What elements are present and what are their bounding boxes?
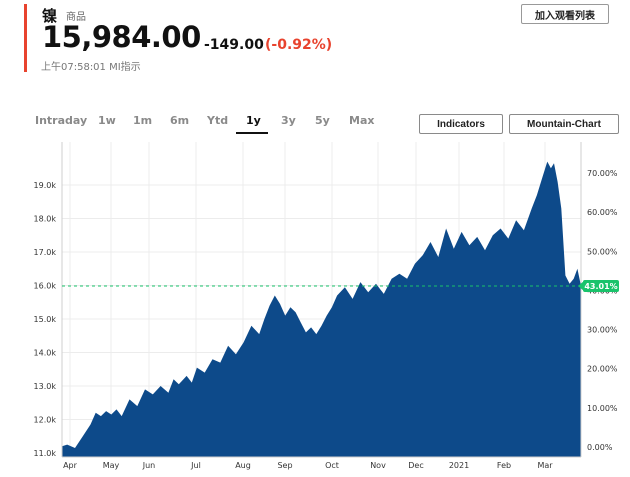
pct-tick-label: 50.00% [587,247,618,256]
x-tick-label: Jun [142,461,156,470]
x-tick-label: Jul [190,461,201,470]
tab-5y[interactable]: 5y [315,114,330,127]
pct-tick-label: 10.00% [587,404,618,413]
x-tick-label: May [103,461,120,470]
y-tick-label: 13.0k [34,382,57,391]
y-tick-label: 11.0k [34,449,57,458]
y-tick-label: 17.0k [34,248,57,257]
indicators-button[interactable]: Indicators [419,114,503,134]
x-tick-label: Feb [497,461,511,470]
pct-tick-label: 0.00% [587,443,613,452]
x-tick-label: Mar [537,461,553,470]
mountain-chart-button[interactable]: Mountain-Chart [509,114,619,134]
add-to-watchlist-button[interactable]: 加入观看列表 [521,4,609,24]
price-area [62,161,581,457]
y-tick-label: 18.0k [34,215,57,224]
y-tick-label: 16.0k [34,282,57,291]
x-tick-label: Aug [235,461,251,470]
y-tick-label: 14.0k [34,349,57,358]
tab-3y[interactable]: 3y [281,114,296,127]
pct-tick-label: 30.00% [587,326,618,335]
active-tab-indicator [236,132,268,134]
y-tick-label: 12.0k [34,416,57,425]
y-tick-label: 19.0k [34,181,57,190]
last-price: 15,984.00 [42,20,201,54]
reference-badge-label: 43.01% [584,282,617,291]
instrument-category: 商品 [66,12,86,23]
reference-badge-pointer [578,281,584,292]
tab-ytd[interactable]: Ytd [207,114,229,127]
tab-6m[interactable]: 6m [170,114,190,127]
x-tick-label: Oct [325,461,339,470]
reference-badge [583,280,619,293]
tab-1m[interactable]: 1m [133,114,153,127]
price-change-percent: (-0.92%) [265,37,333,53]
x-tick-label: Sep [277,461,292,470]
y-tick-label: 15.0k [34,315,57,324]
x-tick-label: 2021 [449,461,469,470]
pct-tick-label: 60.00% [587,208,618,217]
tab-intraday[interactable]: Intraday [35,114,88,127]
pct-tick-label: 70.00% [587,169,618,178]
tab-max[interactable]: Max [349,114,375,127]
quote-timestamp: 上午07:58:01 MI指示 [41,62,141,73]
pct-tick-label: 20.00% [587,365,618,374]
price-change: -149.00 [204,37,264,53]
accent-bar [24,4,27,72]
tab-1w[interactable]: 1w [98,114,116,127]
x-tick-label: Apr [63,461,78,470]
instrument-name: 镍 [42,7,58,25]
tab-1y[interactable]: 1y [246,114,261,127]
x-tick-label: Nov [370,461,386,470]
x-tick-label: Dec [408,461,423,470]
